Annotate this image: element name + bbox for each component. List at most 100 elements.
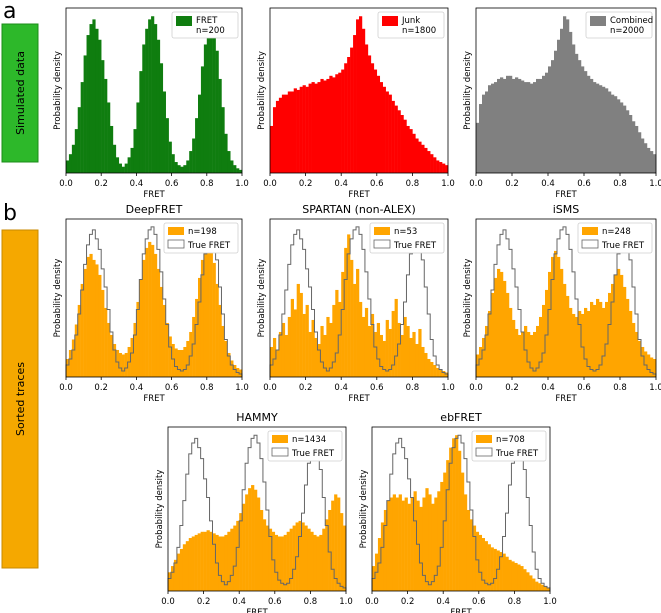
hist-bar: [110, 125, 114, 173]
hist-bar: [424, 147, 428, 173]
x-tick-label: 0.6: [165, 383, 179, 393]
hist-bar: [412, 331, 416, 377]
hist-bar: [584, 71, 588, 173]
hist-bar: [251, 485, 255, 591]
hist-bar: [542, 304, 546, 377]
panel-label-b: b: [3, 201, 17, 226]
hist-bar: [452, 438, 456, 591]
hist-bar: [605, 88, 609, 173]
hist-bar: [338, 301, 342, 377]
hist-bar: [104, 307, 108, 377]
hist-bar: [262, 519, 267, 591]
hist-bar: [156, 39, 161, 174]
hist-bar: [508, 559, 512, 591]
hist-bar: [505, 556, 509, 591]
hist-bar: [98, 274, 102, 377]
hist-bar: [115, 157, 120, 173]
hist-bar: [413, 491, 417, 591]
hist-bar: [307, 528, 311, 591]
hist-bar: [572, 313, 576, 377]
hist-bar: [121, 166, 125, 173]
hist-bar: [590, 301, 594, 377]
hist-bar: [299, 292, 303, 377]
hist-bar: [484, 541, 488, 591]
hist-bar: [170, 566, 175, 591]
axes-frame: [65, 7, 243, 174]
x-tick-label: 0.4: [436, 597, 450, 607]
x-tick-label: 0.8: [613, 383, 627, 393]
hist-bar: [270, 125, 274, 173]
axes-frame: [269, 7, 449, 174]
hist-bar: [410, 497, 414, 591]
hist-bar: [148, 19, 152, 173]
hist-bar: [425, 488, 429, 591]
hist-bar: [185, 541, 190, 591]
hist-bar: [83, 268, 87, 377]
hist-bar: [424, 352, 428, 377]
hist-bar: [341, 271, 345, 377]
hist-bar: [530, 334, 534, 377]
chart-hammy: 0.0 0.2 0.4 0.6 0.8 1.0 FRET Probability densit…: [155, 411, 353, 613]
x-axis-label: FRET: [348, 190, 370, 200]
legend-label: Combined: [610, 16, 653, 26]
hist-bar: [496, 550, 500, 591]
hist-bar: [104, 78, 108, 173]
hist-bar: [287, 316, 292, 377]
hist-bar: [341, 69, 345, 173]
hist-bar: [388, 94, 392, 174]
hist-bar: [497, 268, 501, 377]
legend-swatch: [475, 447, 493, 457]
hist-bar: [560, 268, 564, 377]
hist-bar: [189, 331, 193, 377]
x-tick-label: 0.8: [406, 383, 420, 393]
hist-bar: [159, 286, 164, 377]
hist-bar: [323, 80, 327, 173]
x-tick-label: 0.6: [370, 383, 384, 393]
hist-bar: [302, 85, 306, 173]
hist-bar: [239, 369, 243, 377]
x-tick-label: 0.2: [94, 383, 108, 393]
hist-bar: [275, 349, 280, 377]
hist-bar: [74, 129, 78, 173]
hist-bar: [493, 548, 497, 591]
x-tick-label: 0.4: [541, 179, 555, 189]
chart-fret: 0.0 0.2 0.4 0.6 0.8 1.0 FRET Probability densit…: [53, 7, 249, 200]
hist-bar: [270, 346, 274, 377]
hist-bar: [367, 55, 372, 173]
hist-bar: [599, 301, 603, 377]
hist-bar: [171, 154, 175, 173]
axes-frame: [167, 426, 347, 592]
hist-bar: [481, 538, 485, 591]
x-tick-label: 0.0: [161, 597, 175, 607]
hist-bar: [292, 525, 296, 591]
x-tick-label: 0.4: [334, 383, 348, 393]
hist-bar: [188, 538, 192, 591]
hist-bar: [548, 271, 552, 377]
hist-bar: [283, 534, 287, 591]
hist-bar: [499, 552, 503, 591]
hist-bar: [236, 168, 240, 173]
x-tick-label: 1.0: [441, 383, 455, 393]
hist-bar: [130, 147, 134, 173]
x-axis-label: FRET: [246, 608, 268, 613]
chart-spartan: 0.0 0.2 0.4 0.6 0.8 1.0 FRET Probability densit…: [257, 203, 455, 404]
axes-frame: [269, 218, 449, 378]
hist-bar: [502, 553, 506, 591]
x-tick-label: 0.0: [263, 383, 277, 393]
hist-bar: [139, 71, 143, 173]
y-axis-label: Probability density: [359, 470, 369, 549]
legend-swatch: [176, 16, 192, 26]
hist-bar: [275, 100, 280, 173]
hist-bar: [314, 83, 318, 173]
hist-bar: [521, 80, 525, 173]
hist-bar: [593, 304, 597, 377]
hist-bar: [359, 301, 363, 377]
hist-bar: [509, 307, 513, 377]
hist-bar: [136, 102, 140, 173]
chart-deepfret: 0.0 0.2 0.4 0.6 0.8 1.0 FRET Probability densit…: [53, 203, 249, 404]
y-axis-label: Probability density: [257, 51, 267, 130]
hist-bar: [83, 55, 87, 173]
hist-bar: [623, 286, 627, 377]
x-axis-label: FRET: [555, 394, 577, 404]
